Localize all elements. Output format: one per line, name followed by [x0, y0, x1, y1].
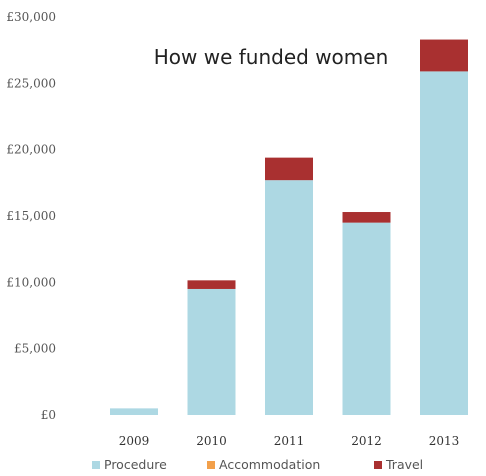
bar-procedure-2010 [187, 288, 236, 415]
bar-procedure-2011 [265, 180, 313, 415]
x-tick-label: 2010 [196, 434, 227, 448]
bar-travel-2012 [342, 212, 391, 223]
bars-layer [110, 39, 468, 415]
x-axis: 2009 2010 2011 2012 2013 [119, 434, 460, 448]
legend-swatch-travel [374, 461, 382, 469]
legend-swatch-procedure [92, 461, 100, 469]
legend-label-travel: Travel [385, 457, 423, 472]
bar-procedure-2012 [342, 222, 391, 415]
y-tick-label: £20,000 [6, 143, 56, 157]
y-tick-label: £15,000 [6, 209, 56, 223]
y-tick-label: £10,000 [6, 275, 56, 289]
legend: Procedure Accommodation Travel [92, 457, 423, 472]
bar-travel-2010 [187, 280, 236, 289]
legend-swatch-accommodation [207, 461, 215, 469]
y-tick-label: £30,000 [6, 10, 56, 24]
x-tick-label: 2009 [119, 434, 150, 448]
legend-label-procedure: Procedure [104, 457, 167, 472]
y-axis: £0 £5,000 £10,000 £15,000 £20,000 £25,000 £30,… [6, 10, 56, 422]
y-tick-label: £0 [41, 408, 56, 422]
legend-label-accommodation: Accommodation [219, 457, 320, 472]
bar-travel-2011 [265, 157, 313, 181]
x-tick-label: 2011 [274, 434, 305, 448]
bar-procedure-2009 [110, 408, 158, 415]
x-tick-label: 2012 [351, 434, 382, 448]
chart-title: How we funded women [154, 45, 389, 69]
bar-procedure-2013 [420, 71, 468, 415]
bar-travel-2013 [420, 39, 468, 72]
x-tick-label: 2013 [429, 434, 460, 448]
y-tick-label: £5,000 [14, 342, 56, 356]
y-tick-label: £25,000 [6, 76, 56, 90]
